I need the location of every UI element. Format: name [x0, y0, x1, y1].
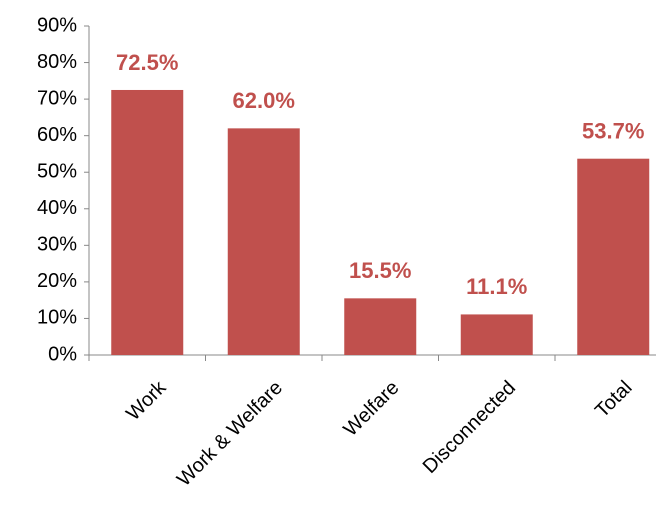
value-label: 53.7%	[582, 119, 644, 144]
bar	[227, 128, 300, 355]
y-tick-label: 20%	[37, 270, 77, 292]
bar	[577, 158, 650, 355]
y-tick-label: 60%	[37, 124, 77, 146]
y-tick-label: 0%	[48, 343, 77, 365]
bar	[460, 314, 533, 355]
x-tick-label: Work & Welfare	[173, 377, 287, 491]
x-tick-label: Work	[122, 376, 171, 425]
x-tick-label: Disconnected	[419, 377, 520, 478]
y-tick-label: 40%	[37, 197, 77, 219]
y-tick-label: 70%	[37, 87, 77, 109]
y-tick-label: 50%	[37, 161, 77, 183]
value-label: 15.5%	[349, 258, 411, 283]
y-tick-label: 80%	[37, 51, 77, 73]
y-tick-label: 30%	[37, 234, 77, 256]
value-label: 72.5%	[116, 50, 178, 75]
x-tick-label: Total	[591, 377, 636, 422]
y-tick-label: 90%	[37, 14, 77, 36]
x-tick-label: Welfare	[339, 377, 403, 441]
y-tick-label: 10%	[37, 307, 77, 329]
bar	[111, 89, 184, 355]
bar	[344, 298, 417, 355]
value-label: 11.1%	[466, 274, 527, 299]
value-label: 62.0%	[233, 88, 295, 113]
